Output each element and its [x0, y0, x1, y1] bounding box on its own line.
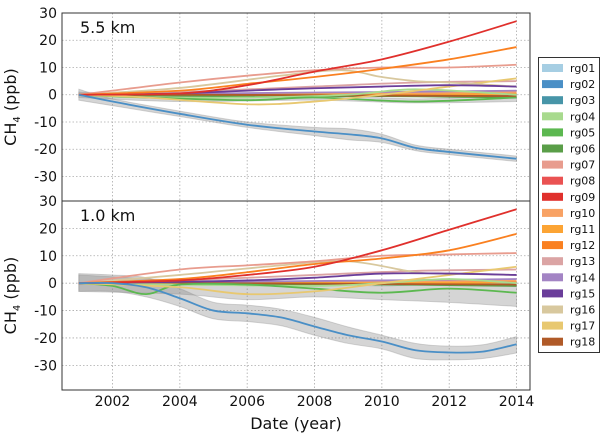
legend-label-rg07: rg07	[570, 159, 595, 172]
y-axis-label-main: CH	[1, 311, 20, 334]
legend-label-rg05: rg05	[570, 126, 595, 139]
legend-swatch-rg02	[542, 80, 563, 89]
legend-swatch-rg03	[542, 96, 563, 105]
uncertainty-band-rg02	[78, 273, 518, 361]
y-axis-label-sub: 4	[12, 116, 23, 122]
series-line-rg07	[78, 63, 517, 96]
panel-label: 5.5 km	[80, 18, 135, 37]
legend-swatch-rg05	[542, 128, 563, 137]
series-line-rg17	[78, 265, 517, 296]
y-tick-label: -30	[34, 358, 57, 374]
legend-label-rg04: rg04	[570, 110, 595, 123]
legend-label-rg18: rg18	[570, 336, 595, 349]
y-axis-label-sub: 4	[12, 305, 23, 311]
series-line-rg15	[78, 272, 517, 285]
y-axis-label: CH4 (ppb)	[1, 68, 23, 146]
legend-swatch-rg10	[542, 208, 563, 217]
series-line-rg05	[78, 282, 517, 296]
legend-swatch-rg11	[542, 225, 563, 233]
x-tick-label: 2012	[431, 394, 467, 410]
legend-label-rg11: rg11	[570, 223, 595, 236]
legend-label-rg13: rg13	[570, 255, 595, 268]
legend-swatch-rg09	[542, 192, 563, 201]
x-tick-label: 2004	[162, 394, 198, 410]
series-line-rg12	[78, 46, 517, 96]
legend-label-rg12: rg12	[570, 239, 595, 252]
legend-label-rg01: rg01	[570, 62, 595, 75]
legend-swatch-rg13	[542, 257, 563, 266]
y-tick-label: -20	[34, 331, 57, 347]
y-tick-label: 20	[39, 33, 57, 49]
y-tick-label: -30	[34, 169, 57, 185]
x-axis-label: Date (year)	[250, 414, 342, 433]
series-line-rg12	[78, 232, 517, 285]
legend-swatch-rg06	[542, 144, 563, 153]
x-tick-label: 2006	[229, 394, 265, 410]
y-tick-label: 30	[39, 6, 57, 22]
legend-label-rg06: rg06	[570, 143, 595, 156]
y-tick-label: 0	[48, 88, 57, 104]
legend-swatch-rg18	[542, 337, 563, 346]
y-axis-label: CH4 (ppb)	[1, 257, 23, 335]
series-line-rg09	[78, 20, 517, 96]
series-line-rg02	[78, 281, 517, 354]
y-axis-label-unit: (ppb)	[1, 257, 20, 305]
series-line-rg09	[78, 208, 517, 285]
legend-label-rg03: rg03	[570, 94, 595, 107]
y-tick-label: -10	[34, 115, 57, 131]
legend-swatch-rg14	[542, 273, 563, 282]
legend-swatch-rg01	[542, 64, 563, 72]
legend-swatch-rg16	[542, 305, 563, 314]
legend-label-rg02: rg02	[570, 78, 595, 91]
y-tick-label: 30	[39, 194, 57, 210]
y-axis-label-unit: (ppb)	[1, 68, 20, 116]
y-axis-label-main: CH	[1, 123, 20, 146]
series-line-rg17	[78, 77, 517, 106]
series-line-rg04	[78, 278, 517, 287]
y-tick-label: -10	[34, 304, 57, 320]
legend-label-rg09: rg09	[570, 191, 595, 204]
legend-label-rg08: rg08	[570, 175, 595, 188]
legend-frame	[538, 57, 600, 353]
legend-swatch-rg12	[542, 241, 563, 250]
x-tick-label: 2010	[364, 394, 400, 410]
legend-label-rg16: rg16	[570, 304, 595, 317]
legend-label-rg14: rg14	[570, 271, 595, 284]
x-tick-label: 2008	[297, 394, 333, 410]
panel-0: 30 20 10 0 -10 -20 -30 5.5 km CH4 (ppb)	[1, 6, 531, 202]
x-tick-label: 2002	[95, 394, 131, 410]
legend-swatch-rg04	[542, 112, 563, 121]
y-tick-label: 10	[39, 60, 57, 76]
legend-swatch-rg17	[542, 321, 563, 330]
series-line-rg16	[78, 69, 517, 96]
plot-area	[78, 208, 518, 361]
uncertainty-band-rg02	[78, 88, 518, 163]
y-tick-label: 10	[39, 249, 57, 265]
legend-label-rg17: rg17	[570, 320, 595, 333]
legend-swatch-rg07	[542, 160, 563, 169]
y-tick-label: 0	[48, 276, 57, 292]
legend: rg01 rg02 rg03 rg04 rg05 rg06 rg07 rg08 rg09 rg10…	[538, 57, 600, 353]
series-line-rg07	[78, 252, 517, 285]
series-line-rg02	[78, 93, 517, 160]
legend-label-rg15: rg15	[570, 287, 595, 300]
axes-frame	[61, 200, 531, 391]
y-tick-label: -20	[34, 142, 57, 158]
legend-label-rg10: rg10	[570, 207, 595, 220]
legend-swatch-rg15	[542, 289, 563, 298]
legend-swatch-rg08	[542, 176, 563, 185]
x-tick-label: 2014	[499, 394, 535, 410]
y-tick-label: 20	[39, 221, 57, 237]
panel-label: 1.0 km	[80, 206, 135, 225]
plot-area	[78, 20, 518, 163]
